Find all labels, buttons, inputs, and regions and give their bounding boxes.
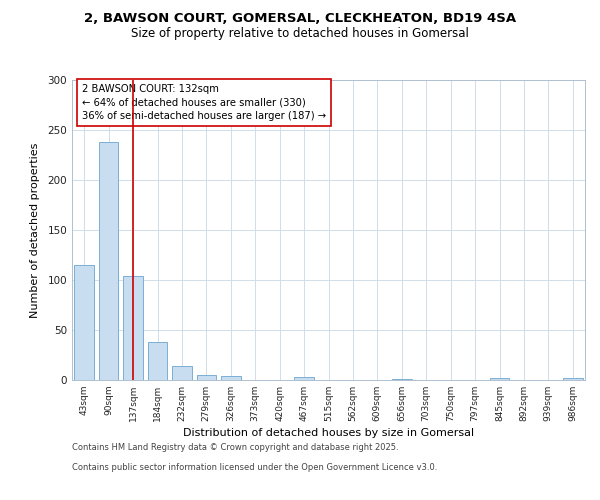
Y-axis label: Number of detached properties: Number of detached properties bbox=[31, 142, 40, 318]
Bar bbox=[99, 142, 118, 380]
Bar bbox=[172, 366, 192, 380]
Bar bbox=[221, 376, 241, 380]
Bar bbox=[148, 342, 167, 380]
Bar bbox=[197, 375, 216, 380]
Text: Contains public sector information licensed under the Open Government Licence v3: Contains public sector information licen… bbox=[72, 462, 437, 471]
Bar bbox=[124, 276, 143, 380]
Bar bbox=[392, 379, 412, 380]
Bar bbox=[490, 378, 509, 380]
Bar bbox=[74, 265, 94, 380]
X-axis label: Distribution of detached houses by size in Gomersal: Distribution of detached houses by size … bbox=[183, 428, 474, 438]
Text: 2, BAWSON COURT, GOMERSAL, CLECKHEATON, BD19 4SA: 2, BAWSON COURT, GOMERSAL, CLECKHEATON, … bbox=[84, 12, 516, 26]
Bar bbox=[294, 377, 314, 380]
Text: 2 BAWSON COURT: 132sqm
← 64% of detached houses are smaller (330)
36% of semi-de: 2 BAWSON COURT: 132sqm ← 64% of detached… bbox=[82, 84, 326, 121]
Text: Contains HM Land Registry data © Crown copyright and database right 2025.: Contains HM Land Registry data © Crown c… bbox=[72, 442, 398, 452]
Text: Size of property relative to detached houses in Gomersal: Size of property relative to detached ho… bbox=[131, 28, 469, 40]
Bar bbox=[563, 378, 583, 380]
